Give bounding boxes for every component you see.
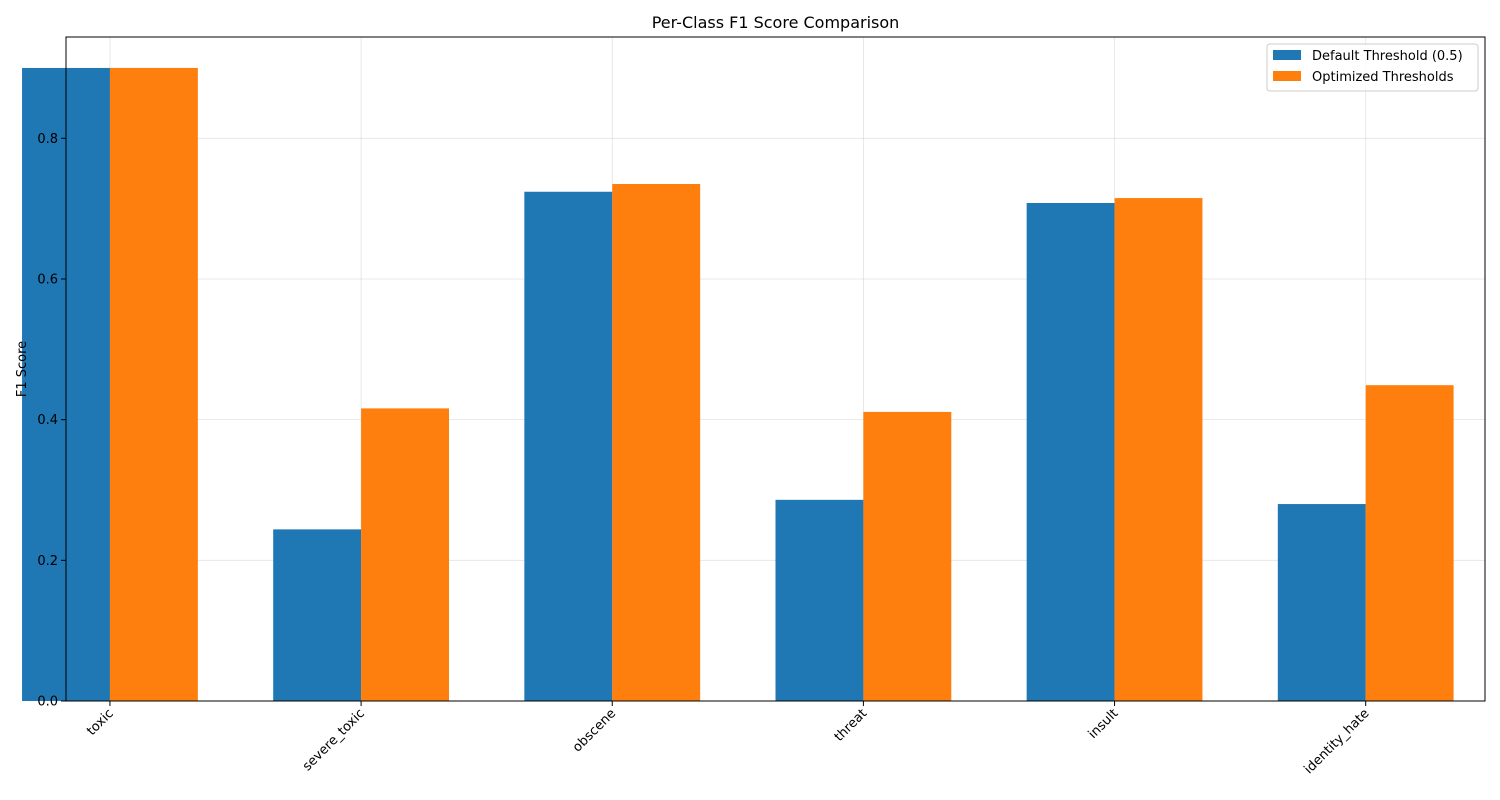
y-axis-ticks: 0.0 0.2 0.4 0.6 0.8 bbox=[37, 132, 66, 710]
bar-identity_hate-default bbox=[1277, 504, 1366, 701]
bar-toxic-optimized bbox=[109, 67, 198, 701]
bar-insult-default bbox=[1026, 203, 1115, 701]
legend: Default Threshold (0.5) Optimized Thresh… bbox=[1266, 43, 1479, 92]
chart-title: Per-Class F1 Score Comparison bbox=[652, 13, 900, 32]
bar-severe_toxic-default bbox=[273, 529, 362, 701]
legend-swatch-default bbox=[1273, 50, 1301, 60]
legend-box bbox=[1266, 43, 1479, 92]
bar-threat-optimized bbox=[863, 411, 952, 701]
plot-frame bbox=[65, 36, 1486, 702]
bar-obscene-default bbox=[524, 191, 613, 701]
y-tick-label: 0.4 bbox=[37, 413, 58, 428]
legend-swatch-optimized bbox=[1273, 71, 1301, 81]
bar-severe_toxic-optimized bbox=[361, 408, 450, 701]
y-tick-label: 0.2 bbox=[37, 554, 58, 569]
bar-identity_hate-optimized bbox=[1365, 385, 1454, 701]
y-tick-label: 0.8 bbox=[37, 132, 58, 147]
bar-threat-default bbox=[775, 499, 864, 701]
legend-label-default: Default Threshold (0.5) bbox=[1312, 49, 1463, 64]
y-tick-label: 0.0 bbox=[37, 695, 58, 710]
y-axis-label: F1 Score bbox=[15, 341, 30, 397]
bar-obscene-optimized bbox=[612, 184, 701, 701]
legend-label-optimized: Optimized Thresholds bbox=[1312, 70, 1454, 85]
bar-insult-optimized bbox=[1114, 198, 1203, 701]
y-tick-label: 0.6 bbox=[37, 272, 58, 287]
